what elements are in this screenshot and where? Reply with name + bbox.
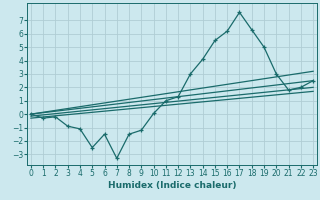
X-axis label: Humidex (Indice chaleur): Humidex (Indice chaleur)	[108, 181, 236, 190]
